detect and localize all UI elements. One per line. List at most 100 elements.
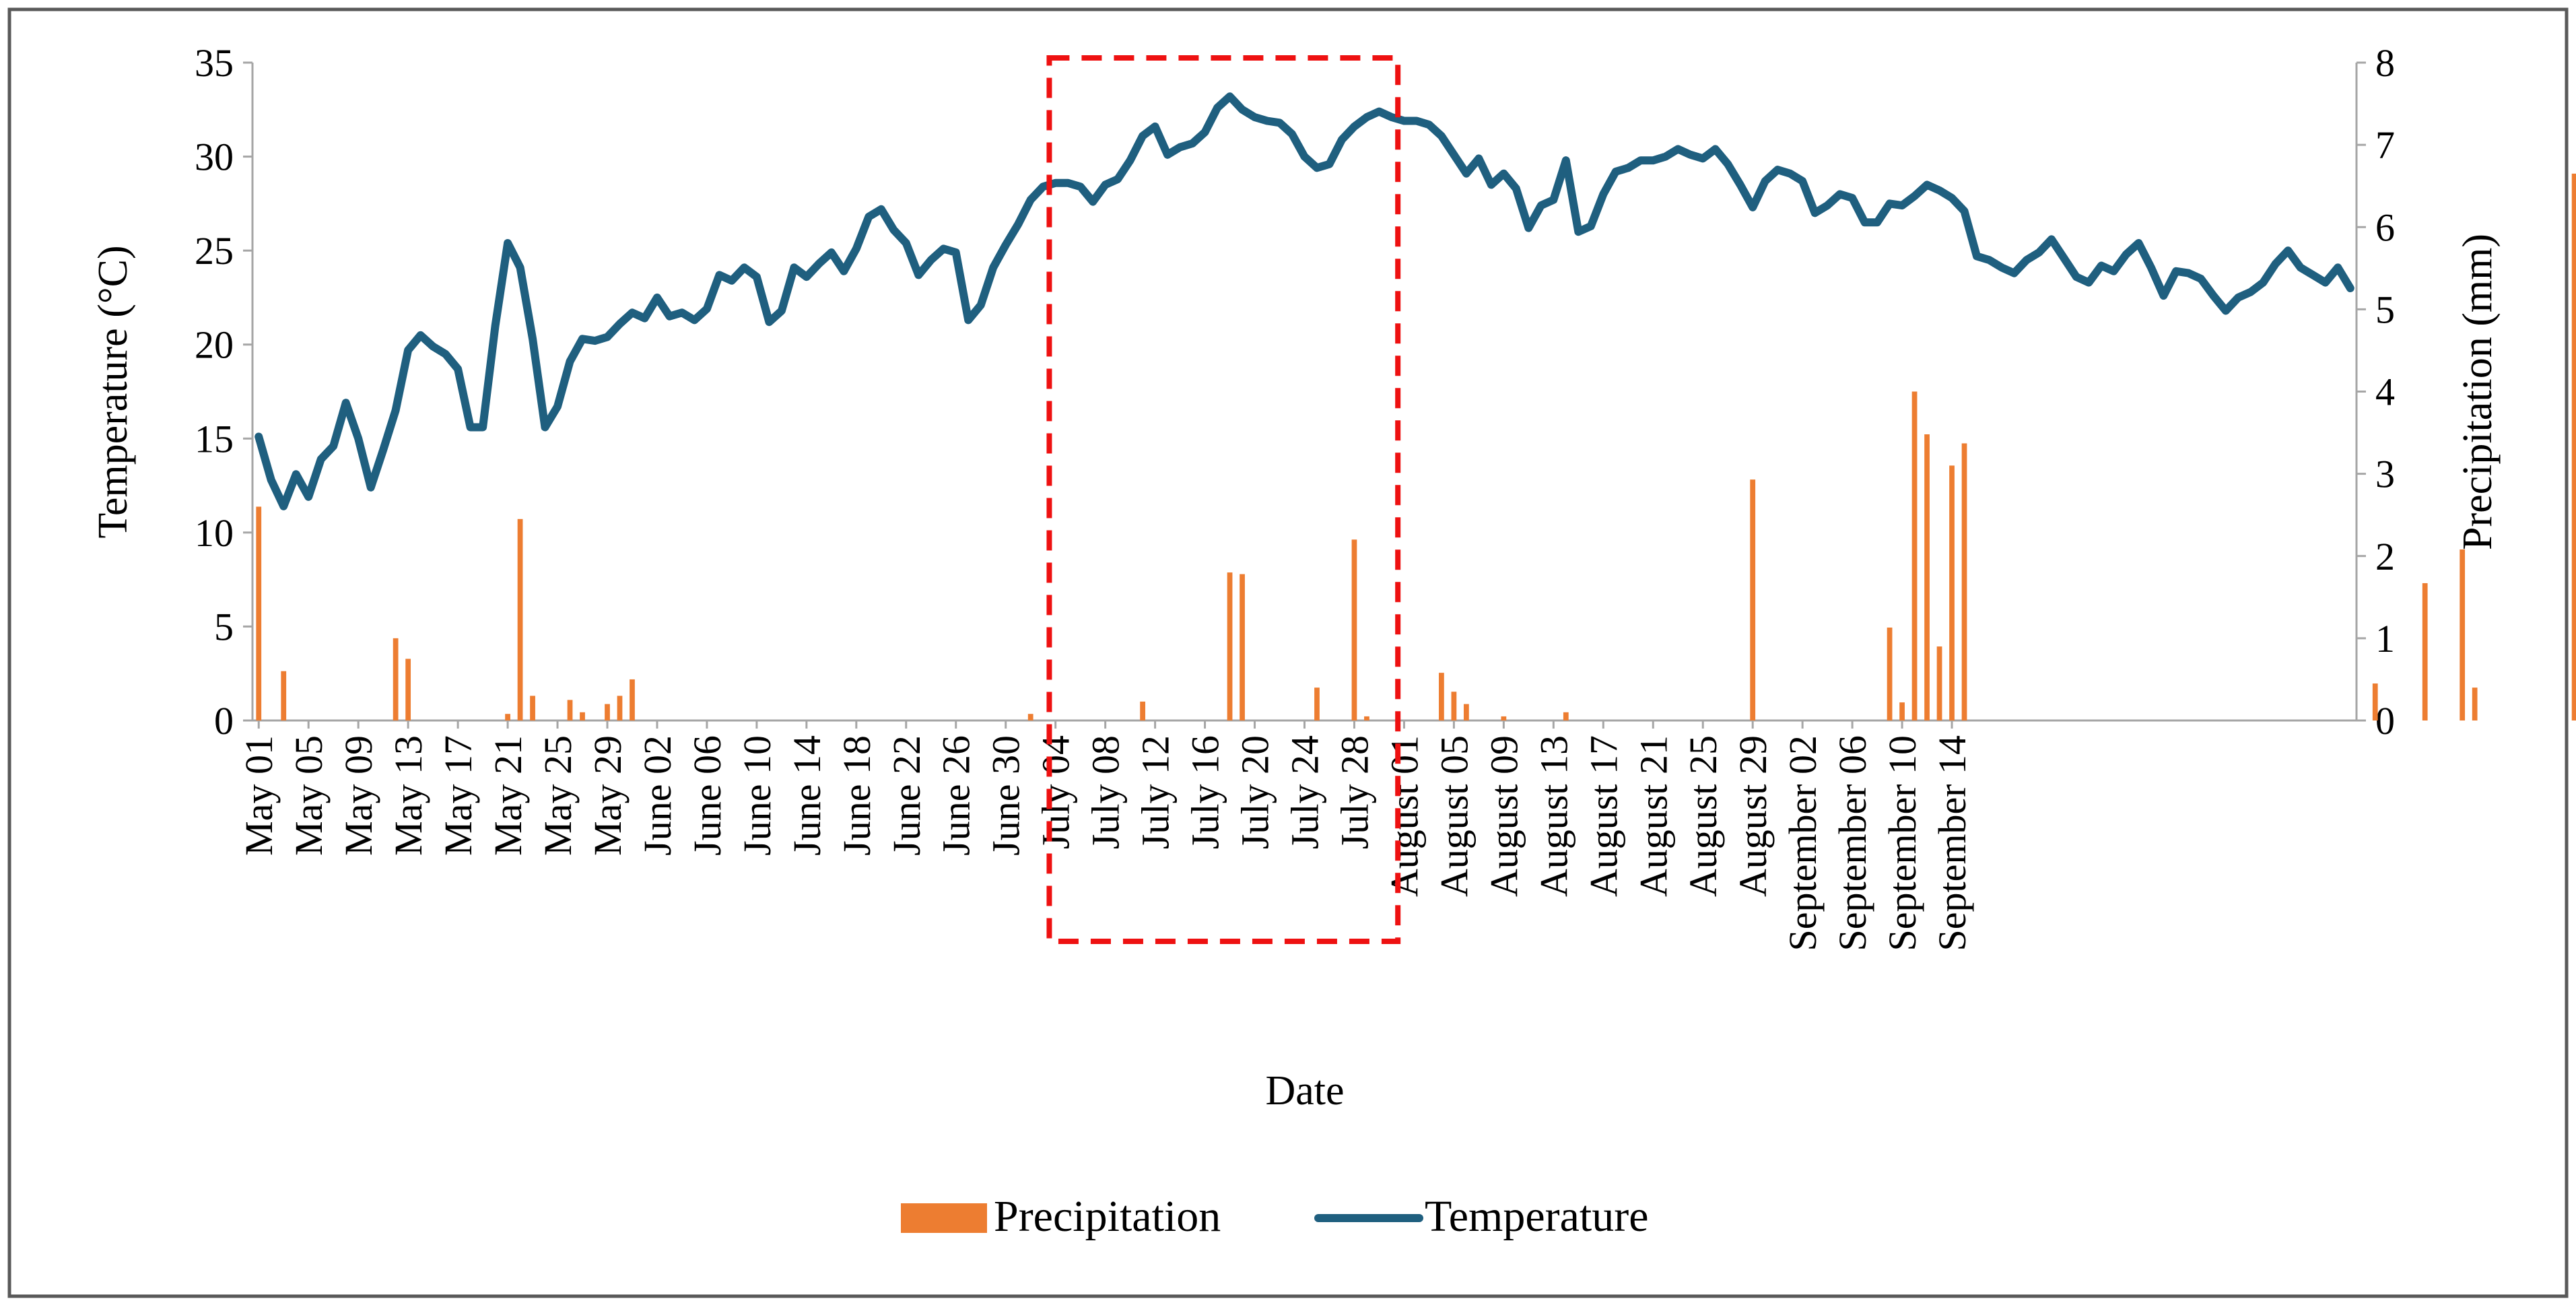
precipitation-bar — [1451, 692, 1457, 720]
y-left-tick-label: 0 — [214, 699, 234, 743]
legend: Precipitation Temperature — [901, 1192, 1649, 1241]
x-tick-label: May 09 — [337, 735, 380, 856]
precipitation-bar — [393, 638, 399, 720]
precipitation-bar — [1240, 574, 1245, 720]
precipitation-bar — [1911, 391, 1918, 720]
y-right-tick-label: 0 — [2375, 699, 2395, 743]
precipitation-bar — [2460, 549, 2466, 720]
y-left-tick-label: 20 — [195, 323, 234, 367]
precipitation-bar — [1924, 434, 1930, 720]
precipitation-bar — [1750, 479, 1756, 720]
precipitation-bar — [256, 506, 262, 720]
x-tick-label: July 04 — [1034, 735, 1078, 849]
precipitation-bar — [1949, 465, 1955, 720]
x-tick-label: August 21 — [1631, 735, 1675, 897]
legend-temperature-label: Temperature — [1425, 1192, 1649, 1241]
precipitation-bar — [1501, 716, 1507, 720]
chart-frame — [7, 7, 2569, 1298]
precipitation-bar — [517, 518, 523, 720]
precipitation-bar — [567, 700, 573, 720]
x-axis-label: Date — [1265, 1068, 1344, 1114]
legend-precipitation-swatch — [901, 1203, 987, 1233]
x-tick-label: June 14 — [785, 735, 829, 856]
temperature-line-layer — [255, 92, 2354, 510]
x-tick-label: July 24 — [1283, 735, 1327, 849]
labels-layer: Temperature (°C) Precipitation (mm) Date — [90, 234, 2501, 1114]
precipitation-bar — [1351, 539, 1357, 720]
precipitation-bar — [1464, 704, 1469, 720]
x-tick-label: July 28 — [1332, 735, 1376, 849]
y-axis-left-label: Temperature (°C) — [90, 245, 136, 538]
precipitation-bar — [630, 679, 635, 720]
y-right-tick-label: 6 — [2375, 205, 2395, 249]
x-tick-label: May 01 — [237, 735, 281, 856]
x-tick-label: September 06 — [1831, 735, 1874, 951]
temperature-line — [255, 92, 2354, 510]
precipitation-bar — [605, 704, 610, 720]
y-left-tick-label: 10 — [195, 511, 234, 555]
x-tick-label: June 26 — [935, 735, 978, 856]
x-tick-label: August 09 — [1482, 735, 1526, 897]
x-tick-label: July 20 — [1233, 735, 1277, 849]
y-left-tick-label: 35 — [195, 41, 234, 85]
precipitation-bar — [1027, 714, 1033, 720]
y-right-tick-label: 5 — [2375, 288, 2395, 331]
y-right-tick-label: 1 — [2375, 617, 2395, 661]
precipitation-bar — [580, 712, 585, 720]
x-tick-label: September 14 — [1930, 735, 1974, 951]
x-tick-label: May 17 — [436, 735, 480, 856]
precipitation-bar — [2422, 583, 2428, 720]
legend-precipitation-label: Precipitation — [994, 1192, 1221, 1241]
precipitation-bar — [530, 696, 535, 720]
x-tick-label: June 30 — [984, 735, 1028, 856]
y-right-tick-label: 7 — [2375, 123, 2395, 167]
axes-layer: 0 5 10 15 20 25 30 35 0 1 2 3 4 5 6 7 8 May 01 May 05 May 0… — [195, 41, 2395, 951]
x-tick-label: June 22 — [885, 735, 928, 856]
y-left-tick-label: 25 — [195, 229, 234, 273]
x-tick-label: June 10 — [735, 735, 779, 856]
x-tick-label: August 29 — [1731, 735, 1775, 897]
x-tick-label: August 25 — [1681, 735, 1725, 897]
y-right-tick-label: 2 — [2375, 535, 2395, 578]
y-right-tick-label: 3 — [2375, 452, 2395, 496]
x-tick-label: August 13 — [1532, 735, 1575, 897]
x-tick-label: May 05 — [287, 735, 331, 856]
precipitation-bar — [1314, 687, 1320, 720]
x-tick-label: May 29 — [586, 735, 630, 856]
x-tick-label: May 13 — [386, 735, 430, 856]
x-tick-label: July 08 — [1084, 735, 1128, 849]
x-tick-label: June 02 — [636, 735, 679, 856]
x-tick-label: July 16 — [1184, 735, 1227, 849]
precipitation-bar — [1936, 646, 1942, 720]
highlight-layer — [1046, 55, 1401, 944]
precipitation-bar — [281, 671, 287, 720]
x-tick-label: July 12 — [1134, 735, 1178, 849]
precipitation-bars — [256, 173, 2576, 720]
x-tick-label: August 05 — [1432, 735, 1476, 897]
precipitation-bar — [1887, 627, 1893, 720]
x-tick-label: September 02 — [1781, 735, 1825, 951]
precipitation-bar — [405, 659, 411, 720]
precipitation-bar — [1439, 673, 1444, 720]
y-left-tick-label: 30 — [195, 135, 234, 179]
x-tick-label: May 21 — [486, 735, 530, 856]
y-right-tick-label: 8 — [2375, 41, 2395, 85]
precipitation-bar — [1961, 443, 1967, 720]
y-left-tick-label: 5 — [214, 605, 234, 648]
precipitation-bar — [2571, 173, 2576, 720]
precipitation-bar — [1899, 702, 1905, 720]
precipitation-bar — [1140, 701, 1145, 720]
precipitation-bar — [2372, 683, 2378, 720]
highlight-box — [1046, 55, 1401, 944]
y-right-tick-label: 4 — [2375, 370, 2395, 414]
x-tick-label: June 06 — [685, 735, 729, 856]
precipitation-bar — [617, 696, 623, 720]
x-tick-label: August 17 — [1582, 735, 1625, 897]
precipitation-bar — [1227, 572, 1233, 720]
x-tick-label: June 18 — [835, 735, 879, 856]
precipitation-bar — [1364, 716, 1369, 720]
precipitation-bar — [2472, 687, 2478, 720]
y-left-tick-label: 15 — [195, 417, 234, 461]
